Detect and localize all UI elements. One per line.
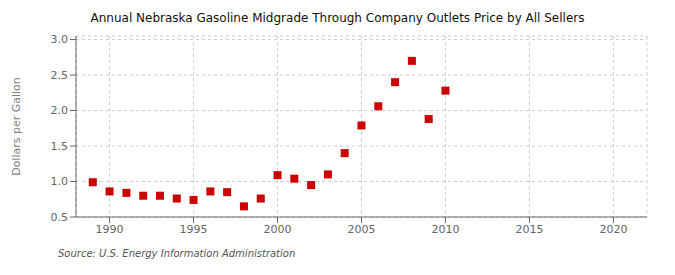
svg-text:2005: 2005	[348, 223, 376, 236]
svg-text:0.5: 0.5	[51, 211, 69, 224]
svg-text:1.0: 1.0	[51, 175, 69, 188]
svg-text:2000: 2000	[264, 223, 292, 236]
svg-text:1995: 1995	[180, 223, 208, 236]
svg-text:1.5: 1.5	[51, 140, 69, 153]
svg-text:2.0: 2.0	[51, 104, 69, 117]
svg-text:2.5: 2.5	[51, 69, 69, 82]
html-text:Source: U.S. Energy Informatio: Source: U.S. Energy Information Administ…	[58, 248, 296, 259]
svg-text:2020: 2020	[599, 223, 627, 236]
svg-text:Dollars per Gallon: Dollars per Gallon	[10, 77, 23, 176]
svg-text:1990: 1990	[96, 223, 124, 236]
html-text:Annual Nebraska Gasoline Midgr: Annual Nebraska Gasoline Midgrade Throug…	[90, 11, 585, 25]
svg-text:2015: 2015	[515, 223, 543, 236]
svg-text:3.0: 3.0	[51, 33, 69, 46]
svg-text:2010: 2010	[431, 223, 459, 236]
